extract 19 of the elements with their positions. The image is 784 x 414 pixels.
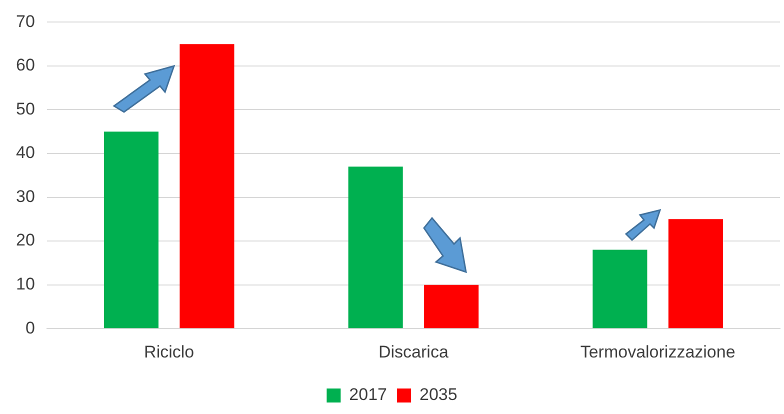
bar — [424, 284, 479, 328]
x-tick-label: Riciclo — [144, 342, 194, 362]
bar — [668, 219, 723, 328]
y-tick-label: 0 — [25, 318, 35, 338]
y-tick-label: 40 — [16, 143, 35, 162]
bar — [180, 44, 234, 328]
y-tick-label: 20 — [16, 230, 35, 250]
legend-label: 2035 — [420, 385, 458, 404]
y-tick-label: 30 — [16, 186, 35, 206]
y-tick-label: 60 — [16, 56, 35, 75]
legend-label: 2017 — [349, 385, 388, 404]
x-tick-label: Discarica — [378, 342, 449, 362]
y-tick-label: 10 — [16, 274, 35, 294]
bar — [104, 132, 158, 328]
y-tick-label: 50 — [16, 99, 35, 118]
y-tick-label: 70 — [16, 12, 35, 31]
bar — [592, 250, 648, 328]
bar — [348, 166, 403, 328]
x-tick-label: Termovalorizzazione — [580, 342, 736, 362]
